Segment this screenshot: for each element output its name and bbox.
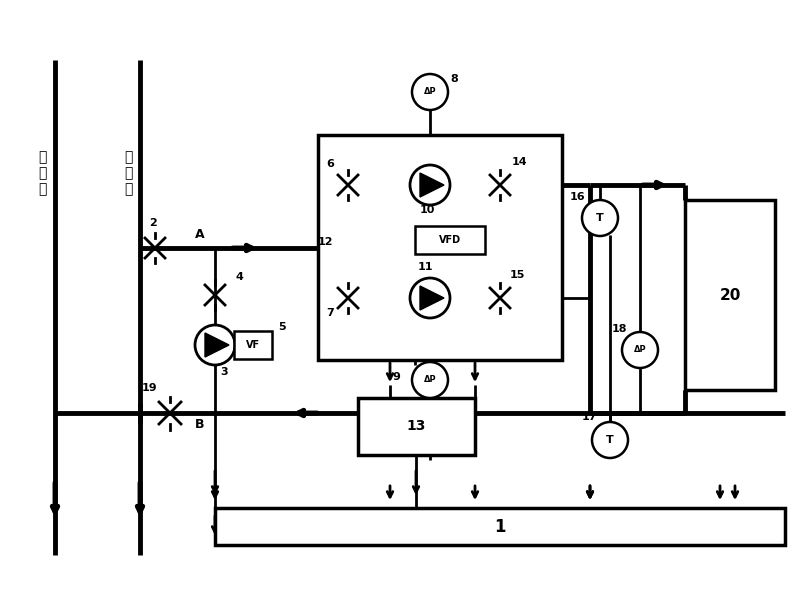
Text: VF: VF <box>246 340 260 350</box>
Text: 8: 8 <box>450 74 458 84</box>
Bar <box>685 200 775 390</box>
Text: T: T <box>596 213 604 223</box>
Text: 供
水
管: 供 水 管 <box>124 150 132 196</box>
Text: 11: 11 <box>418 262 434 272</box>
Bar <box>318 135 562 360</box>
Text: 16: 16 <box>570 192 586 202</box>
Circle shape <box>622 332 658 368</box>
Bar <box>215 508 785 545</box>
Text: 12: 12 <box>318 237 334 247</box>
Text: 10: 10 <box>420 205 435 215</box>
Text: 9: 9 <box>392 372 400 382</box>
Text: 14: 14 <box>512 157 528 167</box>
Circle shape <box>410 165 450 205</box>
Bar <box>415 226 485 254</box>
Text: VFD: VFD <box>439 235 461 245</box>
Text: 18: 18 <box>612 324 627 334</box>
Circle shape <box>410 278 450 318</box>
Polygon shape <box>205 333 229 357</box>
Text: 回
水
管: 回 水 管 <box>38 150 46 196</box>
Text: ΔP: ΔP <box>424 88 436 97</box>
Text: A: A <box>195 228 205 241</box>
Text: 1: 1 <box>494 518 506 536</box>
Text: B: B <box>195 418 205 431</box>
Text: T: T <box>606 435 614 445</box>
Circle shape <box>412 362 448 398</box>
Text: ΔP: ΔP <box>424 376 436 384</box>
Text: ΔP: ΔP <box>634 346 646 355</box>
Circle shape <box>582 200 618 236</box>
Text: 17: 17 <box>582 412 598 422</box>
Text: 4: 4 <box>235 272 243 282</box>
Text: 19: 19 <box>142 383 158 393</box>
Circle shape <box>592 422 628 458</box>
Text: 7: 7 <box>326 308 334 318</box>
Circle shape <box>412 74 448 110</box>
Text: 20: 20 <box>719 288 741 303</box>
Text: 15: 15 <box>510 270 526 280</box>
Text: 13: 13 <box>407 420 426 433</box>
Bar <box>358 398 475 455</box>
Text: 5: 5 <box>278 322 286 332</box>
Text: 6: 6 <box>326 159 334 169</box>
Bar <box>234 331 272 359</box>
Polygon shape <box>420 173 444 197</box>
Polygon shape <box>420 286 444 310</box>
Text: 2: 2 <box>149 218 157 228</box>
Circle shape <box>195 325 235 365</box>
Text: 3: 3 <box>220 367 228 377</box>
